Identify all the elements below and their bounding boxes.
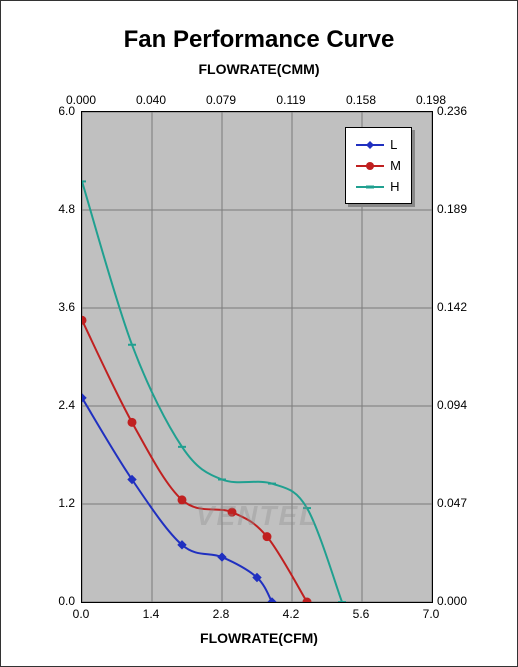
axis-tick: 6.0: [35, 104, 75, 118]
legend-label: H: [390, 179, 399, 194]
legend-label: M: [390, 158, 401, 173]
x-axis-top-label: FLOWRATE(CMM): [1, 61, 517, 77]
axis-tick: 0.047: [437, 496, 467, 510]
axis-tick: 2.4: [35, 398, 75, 412]
legend-item: H: [356, 176, 401, 197]
chart-title: Fan Performance Curve: [1, 26, 517, 54]
axis-tick: 0.142: [437, 300, 467, 314]
legend-label: L: [390, 137, 397, 152]
axis-tick: 1.2: [35, 496, 75, 510]
axis-tick: 0.079: [206, 93, 236, 107]
legend-marker-icon: [356, 180, 384, 194]
axis-tick: 0.094: [437, 398, 467, 412]
legend-box: LMH: [345, 127, 412, 204]
axis-tick: 0.0: [73, 607, 90, 621]
axis-tick: 3.6: [35, 300, 75, 314]
legend-item: L: [356, 134, 401, 155]
axis-tick: 4.8: [35, 202, 75, 216]
legend-marker-icon: [356, 159, 384, 173]
axis-tick: 0.236: [437, 104, 467, 118]
axis-tick: 0.0: [35, 594, 75, 608]
plot-area: VENTEL LMH: [81, 111, 433, 603]
axis-tick: 1.4: [143, 607, 160, 621]
axis-tick: 2.8: [213, 607, 230, 621]
plot-wrapper: VENTEL LMH 0.01.42.84.25.67.00.0000.0400…: [81, 111, 431, 601]
axis-tick: 0.189: [437, 202, 467, 216]
axis-tick: 7.0: [423, 607, 440, 621]
chart-container: Fan Performance Curve FLOWRATE(CMM) STAT…: [0, 0, 518, 667]
legend-item: M: [356, 155, 401, 176]
axis-tick: 5.6: [353, 607, 370, 621]
x-axis-bottom-label: FLOWRATE(CFM): [1, 630, 517, 646]
legend-marker-icon: [356, 138, 384, 152]
axis-tick: 4.2: [283, 607, 300, 621]
axis-tick: 0.000: [437, 594, 467, 608]
axis-tick: 0.158: [346, 93, 376, 107]
axis-tick: 0.119: [276, 93, 305, 107]
axis-tick: 0.040: [136, 93, 166, 107]
